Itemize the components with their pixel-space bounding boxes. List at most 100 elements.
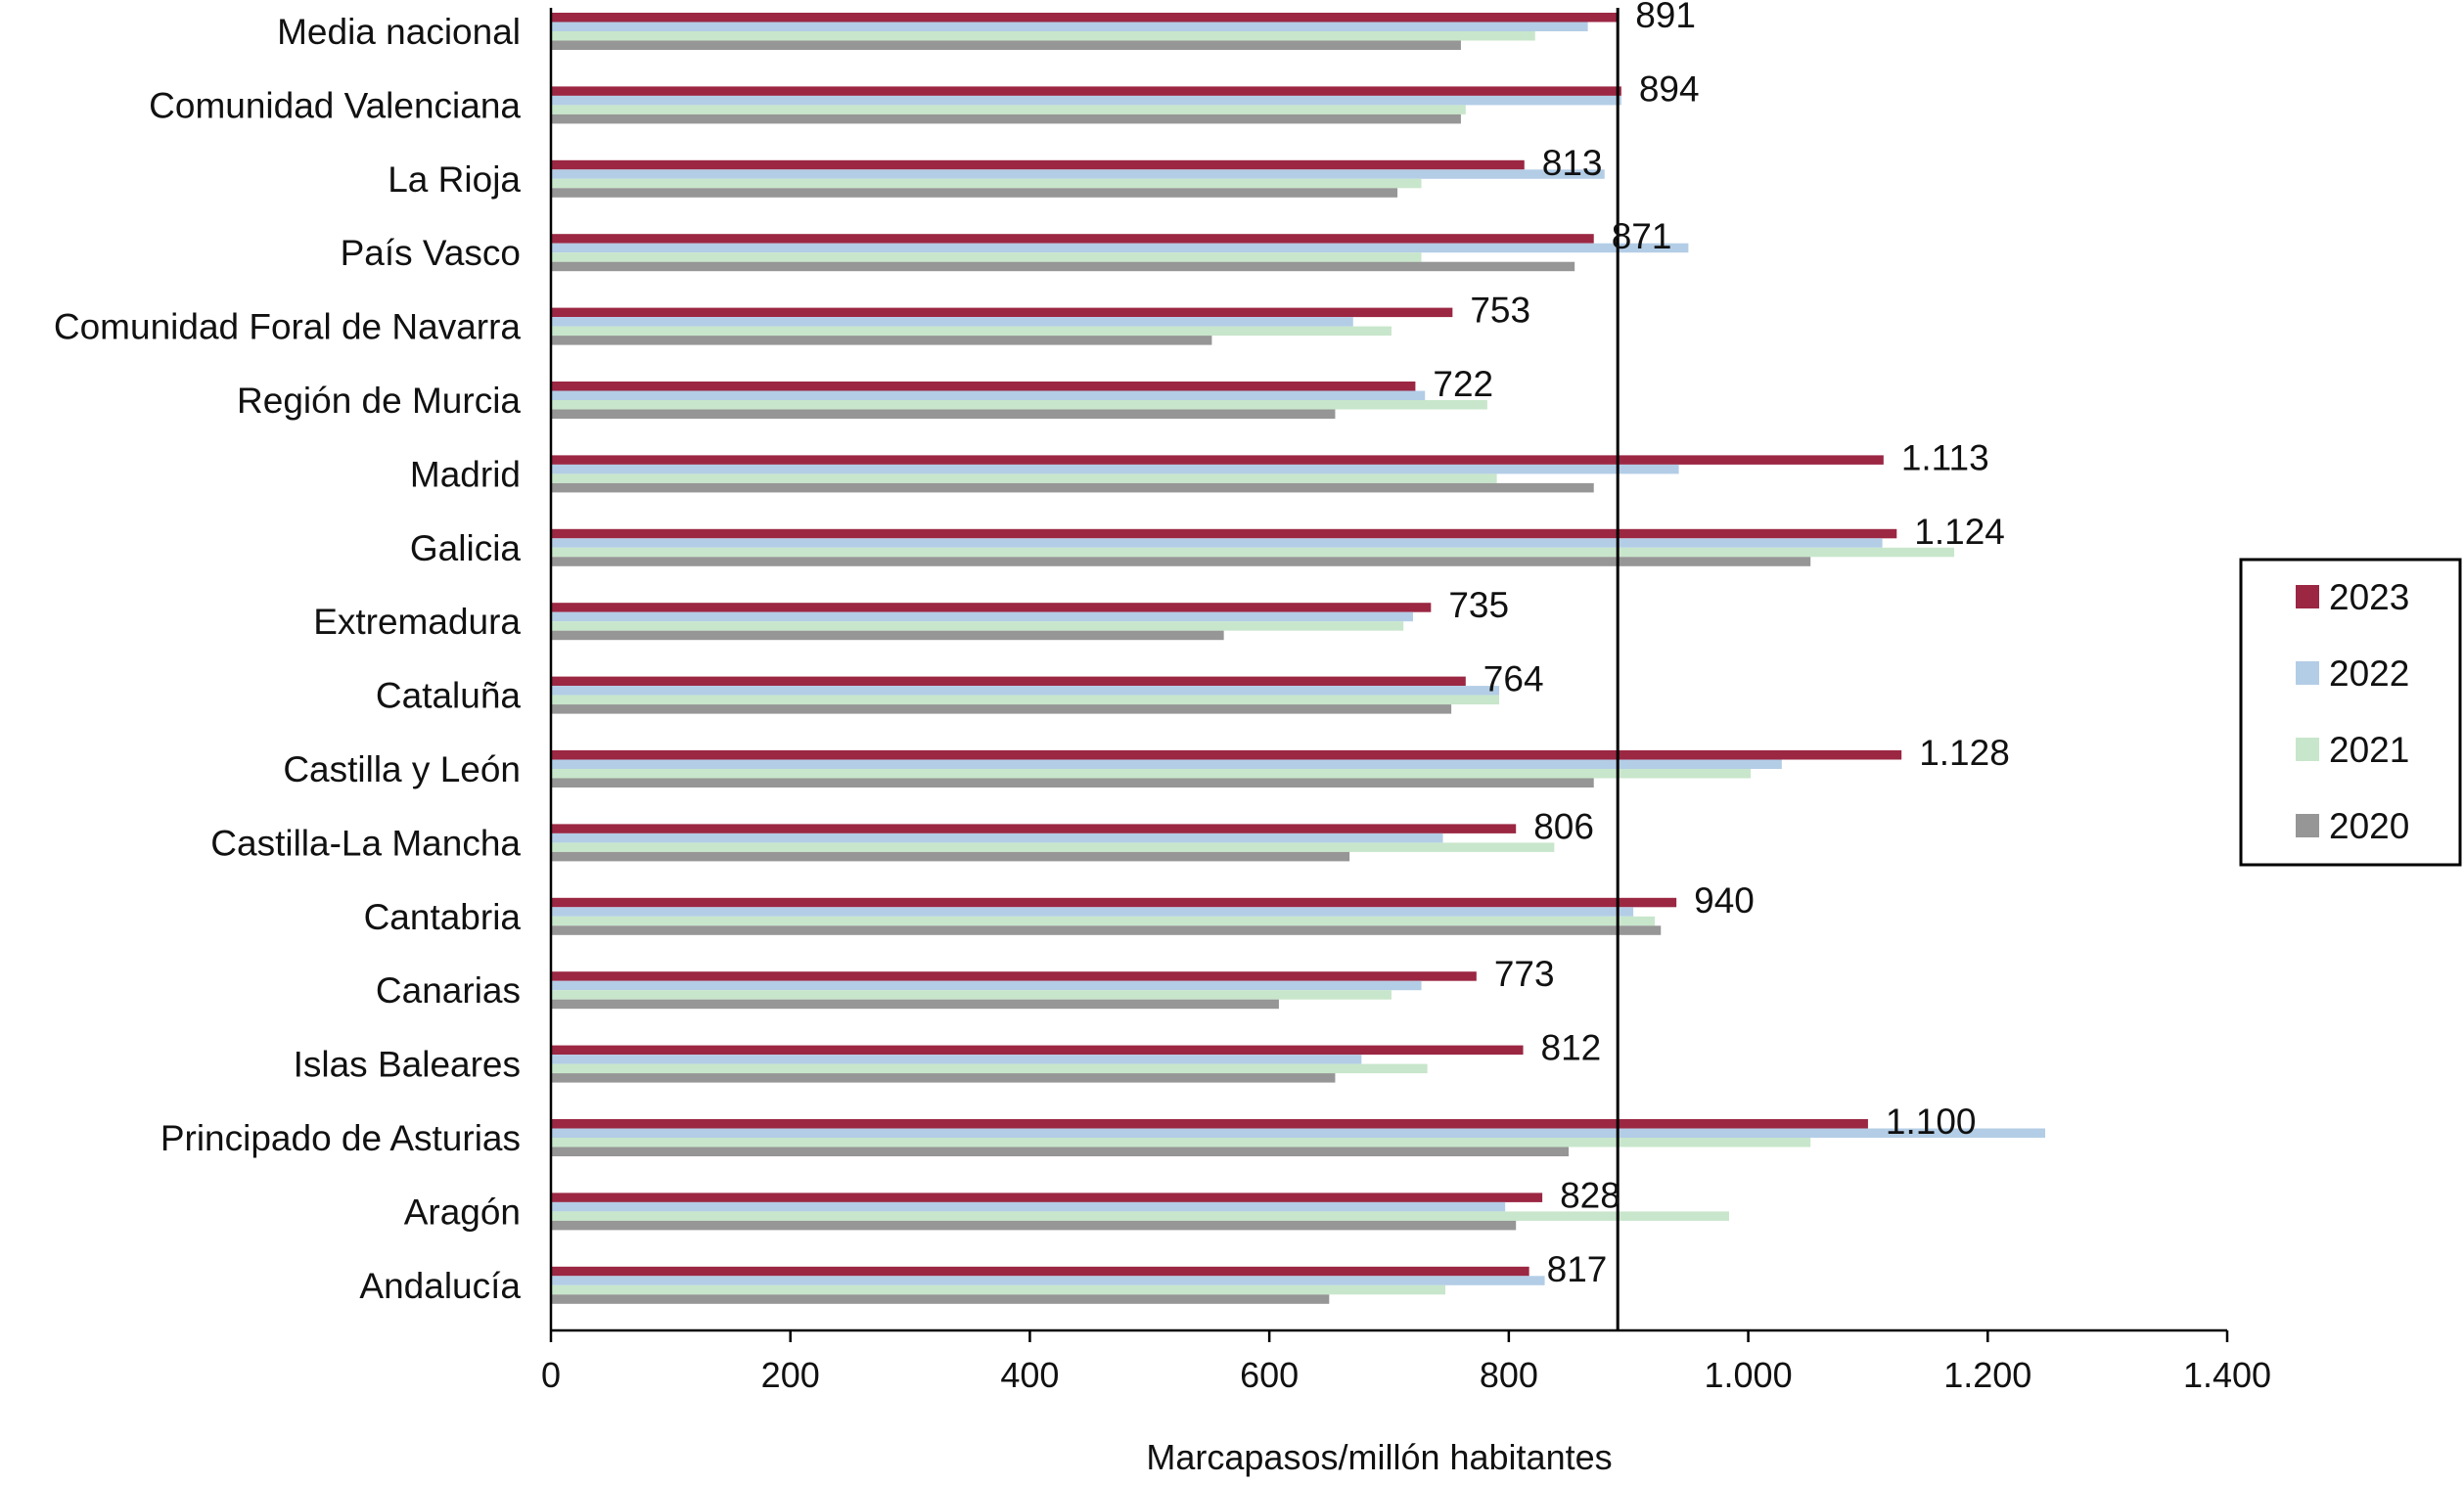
x-tick-label: 600 <box>1240 1355 1299 1395</box>
category-label: Media nacional <box>277 12 521 52</box>
data-label: 1.128 <box>1919 733 2010 773</box>
bar-2021-16 <box>551 1211 1729 1221</box>
data-label: 735 <box>1448 585 1509 625</box>
bar-2020-1 <box>551 113 1461 124</box>
bar-2023-3 <box>551 234 1594 244</box>
bar-2020-0 <box>551 40 1461 50</box>
bar-2023-5 <box>551 382 1416 391</box>
category-label: Cantabria <box>364 897 522 937</box>
bar-2022-13 <box>551 980 1422 991</box>
bar-2021-1 <box>551 105 1466 114</box>
bar-2023-6 <box>551 455 1884 465</box>
legend-swatch-2020 <box>2296 814 2319 837</box>
bar-2021-14 <box>551 1063 1428 1074</box>
bar-2020-7 <box>551 557 1811 566</box>
bar-2020-16 <box>551 1220 1517 1231</box>
data-label: 773 <box>1494 954 1555 994</box>
bar-2022-6 <box>551 464 1679 474</box>
bar-2021-8 <box>551 621 1404 631</box>
legend-swatch-2023 <box>2296 585 2319 608</box>
data-label: 940 <box>1694 880 1755 921</box>
bar-2020-14 <box>551 1073 1336 1083</box>
bar-2020-15 <box>551 1147 1570 1156</box>
bar-2022-9 <box>551 686 1500 696</box>
category-label: País Vasco <box>341 233 521 273</box>
bar-2023-8 <box>551 603 1432 612</box>
legend-label-2021: 2021 <box>2329 730 2409 770</box>
bar-2023-10 <box>551 750 1902 760</box>
data-label: 871 <box>1612 216 1672 256</box>
legend-swatch-2022 <box>2296 661 2319 685</box>
legend-label-2023: 2023 <box>2329 577 2409 617</box>
bar-2021-15 <box>551 1138 1811 1148</box>
bar-2023-15 <box>551 1119 1868 1129</box>
bar-2022-7 <box>551 538 1883 548</box>
category-label: Comunidad Valenciana <box>149 85 521 125</box>
data-label: 817 <box>1547 1249 1608 1289</box>
bar-2022-2 <box>551 169 1605 179</box>
bar-2021-6 <box>551 473 1497 483</box>
bar-2023-13 <box>551 971 1477 981</box>
bar-2023-7 <box>551 528 1897 539</box>
bar-2021-9 <box>551 695 1500 705</box>
x-tick-label: 200 <box>761 1355 820 1395</box>
bar-2021-12 <box>551 916 1656 926</box>
bar-2022-4 <box>551 317 1353 327</box>
bar-2021-7 <box>551 547 1955 558</box>
bar-2022-3 <box>551 243 1689 253</box>
bar-2022-14 <box>551 1055 1362 1064</box>
bar-2020-4 <box>551 336 1212 345</box>
bars-layer <box>551 13 2046 1304</box>
category-label: Principado de Asturias <box>160 1118 521 1158</box>
bar-2020-3 <box>551 261 1575 272</box>
bar-2020-8 <box>551 630 1224 641</box>
x-tick-label: 400 <box>1000 1355 1059 1395</box>
data-label: 1.113 <box>1901 437 1989 477</box>
x-tick-label: 1.200 <box>1943 1355 2031 1395</box>
bar-2021-3 <box>551 252 1422 262</box>
bar-2021-0 <box>551 31 1535 41</box>
category-label: Madrid <box>410 454 521 494</box>
data-label: 828 <box>1560 1175 1620 1215</box>
data-label: 813 <box>1542 143 1603 183</box>
bar-2021-2 <box>551 178 1422 189</box>
bar-2023-12 <box>551 897 1677 908</box>
bar-2020-17 <box>551 1294 1330 1304</box>
category-label: Extremadura <box>313 602 521 642</box>
bar-2023-17 <box>551 1266 1529 1277</box>
category-label: La Rioja <box>388 159 521 200</box>
bar-2022-0 <box>551 22 1588 31</box>
bar-2022-17 <box>551 1276 1545 1285</box>
bar-2020-13 <box>551 999 1279 1010</box>
bar-2020-6 <box>551 482 1594 493</box>
bar-2020-10 <box>551 778 1594 788</box>
data-label: 722 <box>1433 364 1493 404</box>
x-tick-label: 1.000 <box>1705 1355 1793 1395</box>
bar-2022-1 <box>551 95 1621 106</box>
data-label: 894 <box>1639 68 1700 109</box>
category-label: Galicia <box>410 528 522 568</box>
bar-2022-5 <box>551 390 1426 400</box>
category-label: Canarias <box>376 970 521 1011</box>
bar-2020-2 <box>551 188 1398 198</box>
x-tick-label: 800 <box>1480 1355 1538 1395</box>
bar-2021-11 <box>551 842 1555 852</box>
bar-2023-16 <box>551 1192 1543 1202</box>
data-label: 753 <box>1470 291 1530 331</box>
category-label: Comunidad Foral de Navarra <box>54 307 522 347</box>
bar-2020-11 <box>551 851 1350 862</box>
data-label: 891 <box>1635 0 1696 35</box>
bar-2023-1 <box>551 86 1621 96</box>
data-label: 806 <box>1533 806 1594 846</box>
bar-2023-11 <box>551 824 1517 833</box>
bar-2023-14 <box>551 1045 1524 1056</box>
category-label: Aragón <box>404 1192 521 1232</box>
bar-2020-5 <box>551 409 1336 419</box>
legend-label-2020: 2020 <box>2329 806 2409 846</box>
x-tick-label: 1.400 <box>2183 1355 2271 1395</box>
category-label: Andalucía <box>359 1266 521 1306</box>
bar-2022-15 <box>551 1128 2046 1138</box>
